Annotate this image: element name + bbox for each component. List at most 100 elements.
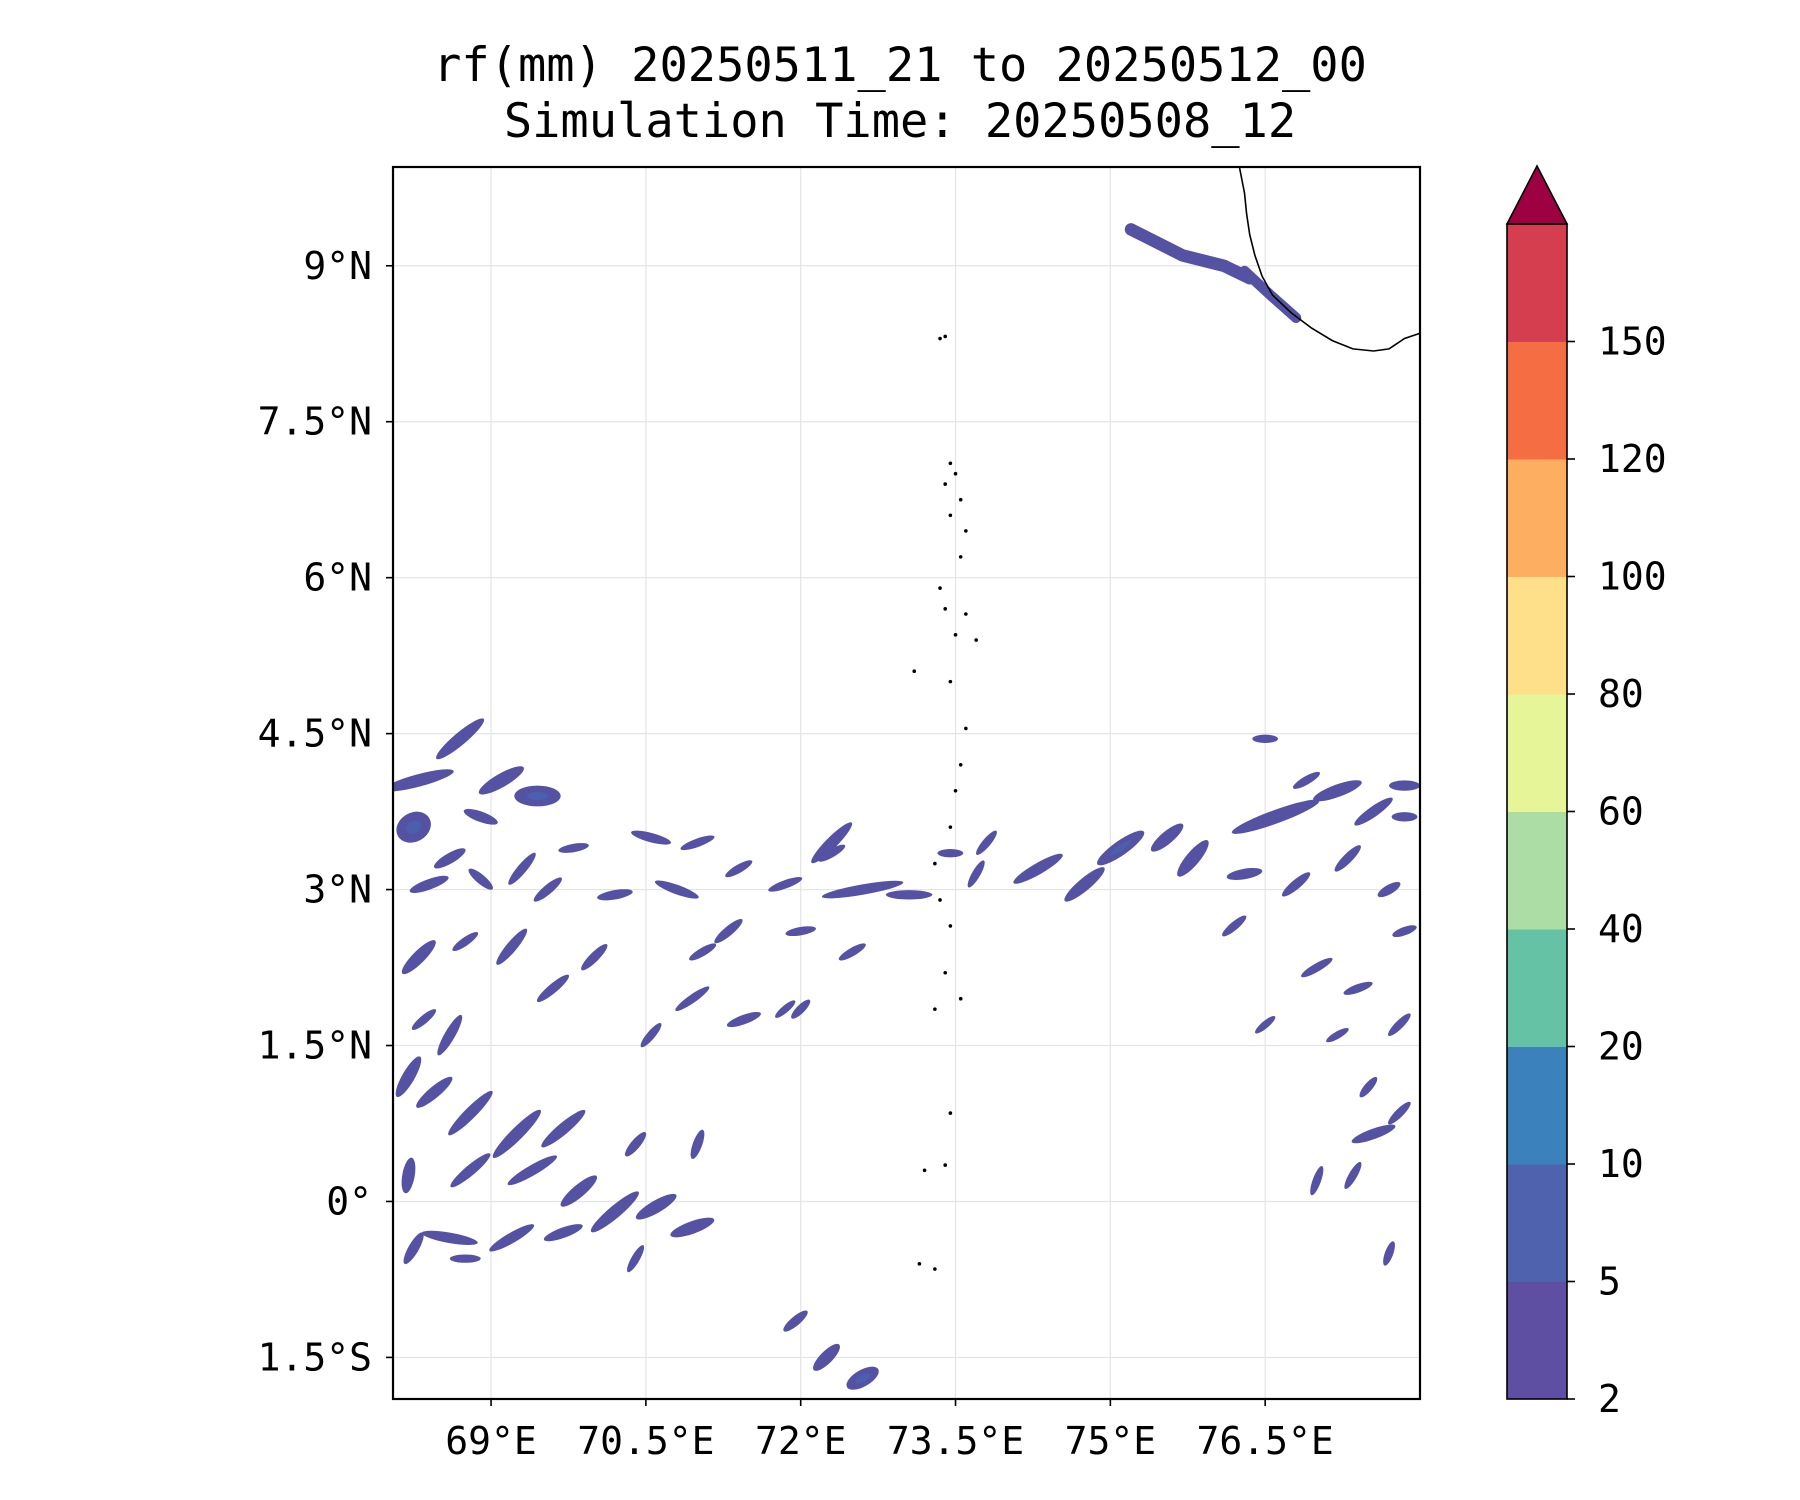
rain-cell [1177,840,1209,877]
x-tick-label: 69°E [445,1419,537,1463]
india-coastline [1238,167,1420,352]
colorbar-extend-arrow [1505,164,1569,225]
colorbar-segment [1507,1046,1567,1165]
island-dot [964,726,968,731]
map-title: rf(mm) 20250511_21 to 20250512_00 Simula… [0,38,1800,150]
island-dot [933,1267,937,1271]
x-tick-label: 75°E [1065,1419,1157,1463]
island-dot [943,970,948,975]
rain-cell [393,769,454,792]
rain-cell [725,860,753,878]
rain-cell [1377,881,1401,898]
rain-cell [411,1009,437,1030]
colorbar-segment [1507,224,1567,342]
rain-cell [1354,797,1393,826]
title-line-1: rf(mm) 20250511_21 to 20250512_00 [433,38,1367,93]
colorbar-tick-label: 5 [1598,1260,1621,1304]
rain-cell [1281,872,1311,897]
island-dot [948,1111,953,1115]
rain-cell [452,932,479,952]
rain-cell [714,919,743,944]
colorbar-segment [1507,811,1567,930]
island-dot [958,763,963,767]
island-dot [948,679,953,684]
island-dot [912,669,917,674]
x-tick-label: 76.5°E [1197,1419,1334,1463]
colorbar-tick-label: 60 [1598,790,1644,834]
longitude-axis: 69°E 70.5°E 72°E 73.5°E 75°E 76.5°E [445,1399,1334,1463]
rain-cell [496,928,528,965]
island-dot [943,607,948,611]
rain-cell [1226,867,1263,880]
rain-cell [536,974,570,1003]
rain-cell [885,890,933,900]
rain-cell [489,1224,535,1252]
rain-cell [541,1109,586,1148]
island-dot [948,924,953,928]
rain-cell [468,868,493,890]
y-tick-label: 1.5°S [258,1335,372,1379]
rain-cell [670,1217,715,1238]
title-line-2: Simulation Time: 20250508_12 [503,94,1297,149]
rain-cell [967,860,985,888]
colorbar-segment [1507,341,1567,460]
rain-cell [1252,734,1279,743]
rain-cell [726,1011,761,1028]
island-dot [933,861,937,866]
island-dot [943,482,948,486]
coastline-layer [912,167,1420,1271]
colorbar-tick-label: 10 [1598,1142,1644,1186]
rain-cell [507,1155,558,1186]
rain-cell [590,1191,639,1233]
rain-cell-core [527,791,548,801]
rain-cell [1255,1015,1276,1034]
rain-cell [811,822,853,864]
rain-cell [463,808,498,825]
rain-cell [675,986,710,1012]
latitude-axis: 9°N 7.5°N 6°N 4.5°N 3°N 1.5°N 0° 1.5°S [258,244,393,1379]
island-dot [948,825,953,829]
rain-cell [492,1109,541,1159]
island-dot [958,996,963,1001]
rain-cell [1343,981,1373,995]
rain-cell [543,1224,583,1242]
rain-cell [401,940,436,975]
rain-cell [624,1132,647,1157]
island-dot [964,612,968,616]
island-dot [958,555,963,559]
rain-cell [785,926,816,937]
rain-cell [1344,1161,1362,1190]
rain-cell [680,835,715,851]
island-dot [974,638,978,642]
rain-cell [818,844,846,862]
colorbar-tick-label: 40 [1598,907,1644,951]
island-dot [917,1262,922,1266]
island-dot [953,633,958,637]
colorbar-tick-label: 100 [1598,555,1667,599]
rain-cell [433,848,466,869]
island-dot [933,1007,937,1011]
rain-cell [1359,1076,1378,1098]
rain-cell [1383,1241,1395,1266]
rain-cell [478,766,524,795]
rain-cell [631,830,672,845]
rain-cell [1064,867,1105,902]
rain-cell [640,1022,662,1048]
island-dot [948,513,953,518]
rain-band [1124,223,1256,285]
rain-cell [409,875,449,893]
rain-cell [1222,915,1247,937]
rain-cell [1313,780,1362,802]
colorbar: 2 5 10 20 40 60 80 100 120 150 [1505,164,1667,1421]
rain-cell [437,1014,463,1056]
rain-cell [1292,771,1321,789]
island-dot [938,898,942,902]
rain-cell [689,943,717,961]
rain-cell [401,1157,416,1194]
y-tick-label: 7.5°N [258,400,372,444]
rain-cell-core [1110,840,1132,856]
rain-cell [560,1175,598,1207]
x-tick-label: 72°E [755,1419,847,1463]
rain-cell [421,1230,478,1245]
rain-cell [416,1076,453,1108]
